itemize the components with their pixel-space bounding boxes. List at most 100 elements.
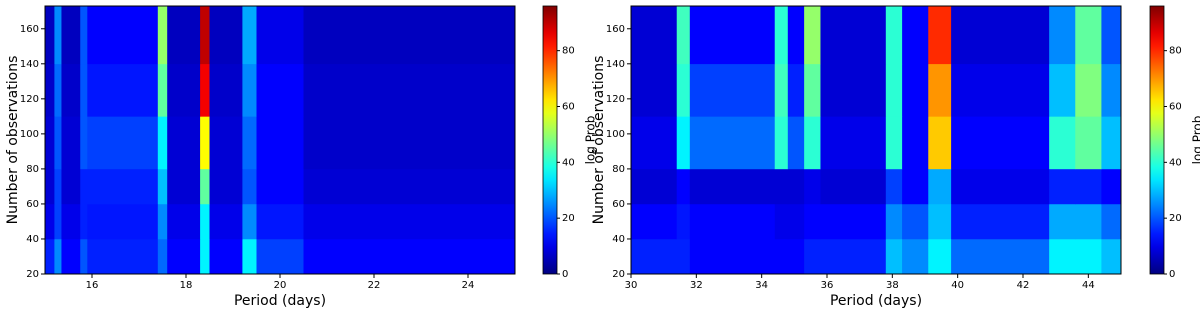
heatmap-cell bbox=[209, 238, 243, 275]
heatmap-cell bbox=[689, 63, 776, 117]
colorbar-tick-label: 0 bbox=[1169, 269, 1175, 280]
heatmap-cell bbox=[242, 238, 257, 275]
heatmap-cell bbox=[167, 238, 201, 275]
heatmap-cell bbox=[689, 6, 776, 65]
heatmap-cell bbox=[631, 203, 678, 240]
heatmap-cell bbox=[167, 203, 201, 240]
heatmap-cell bbox=[951, 168, 1050, 205]
y-tick-label: 100 bbox=[20, 129, 39, 140]
heatmap-cell bbox=[87, 238, 159, 275]
heatmap-cell bbox=[61, 116, 81, 170]
y-tick-label: 60 bbox=[26, 199, 39, 210]
heatmap-cell bbox=[631, 63, 678, 117]
heatmap-cell bbox=[256, 168, 304, 205]
heatmap-cell bbox=[256, 6, 304, 65]
heatmap-cell bbox=[80, 6, 88, 65]
heatmap-cell bbox=[804, 203, 821, 240]
y-tick-label: 80 bbox=[612, 164, 625, 175]
heatmap-cell bbox=[631, 168, 678, 205]
y-tick-label: 20 bbox=[26, 269, 39, 280]
heatmap-cell bbox=[774, 203, 789, 240]
colorbar-tick-label: 0 bbox=[562, 269, 568, 280]
heatmap-cell bbox=[242, 203, 257, 240]
heatmap-cell bbox=[885, 6, 903, 65]
heatmap-cell bbox=[820, 116, 887, 170]
heatmap-cell bbox=[256, 63, 304, 117]
heatmap-cell bbox=[61, 203, 81, 240]
heatmap-cell bbox=[87, 63, 159, 117]
y-tick-label: 60 bbox=[612, 199, 625, 210]
heatmap-cell bbox=[1101, 116, 1122, 170]
heatmap-cell bbox=[676, 238, 691, 275]
colorbar-label: log Prob bbox=[584, 116, 598, 165]
heatmap-cell bbox=[885, 116, 903, 170]
heatmap-cell bbox=[1101, 203, 1122, 240]
heatmap-cell bbox=[774, 238, 789, 275]
heatmap-cell bbox=[45, 63, 55, 117]
heatmap-cell bbox=[256, 116, 304, 170]
heatmap-cell bbox=[804, 116, 821, 170]
x-tick-label: 16 bbox=[86, 280, 99, 291]
y-axis-label: Number of observations bbox=[591, 56, 607, 225]
heatmap-cell bbox=[1101, 63, 1122, 117]
heatmap-cell bbox=[951, 203, 1050, 240]
heatmap-cell bbox=[804, 63, 821, 117]
x-tick-label: 18 bbox=[180, 280, 193, 291]
heatmap-cell bbox=[45, 6, 55, 65]
heatmap-cell bbox=[80, 63, 88, 117]
y-tick-label: 160 bbox=[606, 24, 625, 35]
heatmap-cell bbox=[774, 63, 789, 117]
heatmap-cell bbox=[1075, 168, 1102, 205]
heatmap-cell bbox=[902, 238, 929, 275]
y-tick-label: 140 bbox=[606, 59, 625, 70]
heatmap-cell bbox=[1075, 238, 1102, 275]
heatmap-cell bbox=[1049, 238, 1076, 275]
heatmap-cell bbox=[200, 63, 210, 117]
y-axis-label: Number of observations bbox=[5, 56, 21, 225]
heatmap-cell bbox=[157, 63, 168, 117]
heatmap-cell bbox=[87, 6, 159, 65]
heatmap-cell bbox=[167, 6, 201, 65]
heatmap-cell bbox=[1049, 203, 1076, 240]
heatmap-cell bbox=[157, 6, 168, 65]
heatmap-cell bbox=[820, 238, 887, 275]
colorbar-tick-label: 60 bbox=[1169, 102, 1182, 113]
heatmap-cell bbox=[61, 6, 81, 65]
x-tick-label: 40 bbox=[951, 280, 964, 291]
heatmap-panel: 30 32 34 36 38 40 42 44 20 40 60 80 100 120 140 160 Peri… bbox=[591, 5, 1200, 309]
y-tick-label: 20 bbox=[612, 269, 625, 280]
heatmap-cell bbox=[885, 168, 903, 205]
heatmap-cell bbox=[61, 238, 81, 275]
heatmap-cell bbox=[885, 63, 903, 117]
heatmap-cell bbox=[209, 6, 243, 65]
heatmap-cell bbox=[242, 116, 257, 170]
heatmap-cell bbox=[303, 63, 516, 117]
heatmap-cell bbox=[157, 168, 168, 205]
heatmap-cell bbox=[200, 6, 210, 65]
heatmap-cell bbox=[928, 203, 952, 240]
heatmap-cell bbox=[209, 203, 243, 240]
heatmap-cell bbox=[54, 6, 62, 65]
heatmap-cell bbox=[87, 203, 159, 240]
colorbar-tick-label: 80 bbox=[1169, 46, 1182, 57]
heatmap-cell bbox=[242, 6, 257, 65]
heatmap-cell bbox=[80, 238, 88, 275]
y-tick-label: 40 bbox=[612, 234, 625, 245]
heatmap-cell bbox=[774, 116, 789, 170]
colorbar-tick-label: 20 bbox=[562, 213, 575, 224]
heatmap-cell bbox=[80, 116, 88, 170]
heatmap-cell bbox=[167, 168, 201, 205]
heatmap-cell bbox=[1075, 203, 1102, 240]
heatmap-cell bbox=[45, 203, 55, 240]
colorbar-tick-label: 20 bbox=[1169, 213, 1182, 224]
heatmap-cell bbox=[676, 6, 691, 65]
heatmap-cell bbox=[689, 238, 776, 275]
heatmap-cell bbox=[928, 6, 952, 65]
heatmap-panel: 16 18 20 22 24 20 40 60 80 100 120 140 160 Period (da… bbox=[5, 5, 598, 309]
heatmap-cell bbox=[242, 168, 257, 205]
heatmap-cell bbox=[303, 238, 516, 275]
y-tick-label: 120 bbox=[20, 94, 39, 105]
x-tick-label: 30 bbox=[625, 280, 638, 291]
heatmap-cell bbox=[885, 238, 903, 275]
heatmap-cell bbox=[61, 168, 81, 205]
